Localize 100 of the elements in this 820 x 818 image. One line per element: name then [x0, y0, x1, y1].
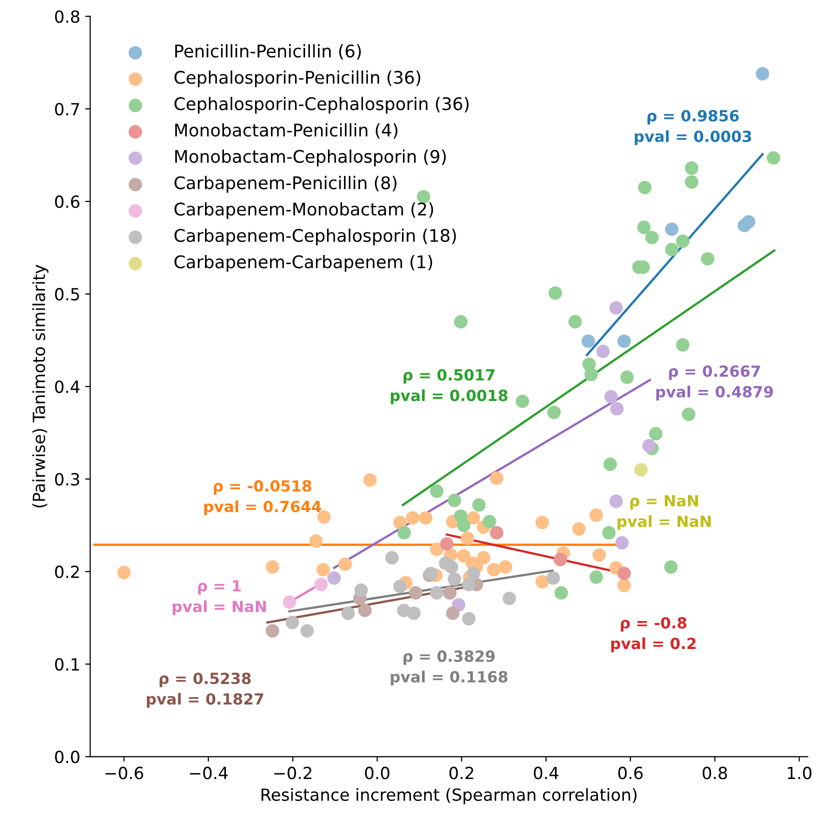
y-tick-label: 0.4 — [55, 380, 80, 394]
point — [443, 586, 457, 600]
point — [602, 526, 616, 540]
point — [385, 550, 399, 564]
point — [398, 526, 411, 540]
y-tick-label: 0.3 — [55, 473, 80, 486]
point — [742, 215, 756, 228]
point — [516, 394, 530, 408]
point — [637, 220, 651, 234]
point — [419, 511, 432, 525]
point — [338, 557, 352, 571]
point — [502, 592, 516, 606]
point — [466, 566, 480, 580]
point — [482, 514, 496, 528]
point — [536, 575, 549, 588]
point — [117, 566, 131, 580]
annotation: ρ = -0.8 pval = 0.2 — [611, 617, 696, 652]
point — [466, 511, 480, 525]
y-tick-label: 0.1 — [55, 658, 79, 671]
x-axis-title: Resistance increment (Spearman correlation) — [262, 788, 637, 804]
point — [547, 406, 561, 420]
x-tick-label: −0.6 — [105, 766, 144, 780]
point — [615, 536, 629, 550]
point — [592, 548, 606, 562]
x-tick-label: −0.4 — [190, 766, 228, 780]
x-tick-label: 0.4 — [534, 766, 558, 780]
point — [354, 583, 368, 597]
point — [665, 222, 679, 236]
legend-label: Carbapenem-Carbapenem (1) — [174, 254, 432, 272]
y-tick-label: 0.7 — [55, 102, 80, 116]
point — [462, 578, 476, 592]
y-tick-label: 0.2 — [55, 566, 79, 578]
point — [266, 624, 280, 638]
point — [554, 586, 568, 600]
point — [590, 570, 603, 584]
point — [638, 180, 652, 194]
point — [596, 344, 610, 358]
point — [645, 230, 659, 244]
point — [682, 408, 696, 421]
point — [766, 151, 780, 165]
x-tick-label: 0.2 — [449, 766, 474, 780]
point — [609, 301, 623, 315]
legend-label: Cephalosporin-Penicillin (36) — [174, 70, 420, 88]
point — [408, 586, 422, 600]
point — [358, 604, 372, 618]
annotation: ρ = 0.2667 pval = 0.4879 — [656, 365, 773, 400]
point — [617, 334, 631, 348]
point — [448, 572, 462, 586]
point — [617, 566, 631, 580]
point — [582, 334, 595, 348]
point — [407, 606, 421, 620]
point — [609, 494, 623, 508]
point — [457, 518, 470, 532]
point — [486, 563, 500, 576]
point — [266, 560, 280, 574]
point — [649, 426, 662, 440]
annotation: ρ = 1 pval = NaN — [172, 580, 266, 616]
point — [314, 578, 328, 592]
point — [548, 286, 562, 300]
x-tick-label: 0.8 — [702, 766, 727, 780]
point — [590, 508, 603, 522]
point — [700, 252, 714, 266]
point — [490, 471, 504, 485]
legend-label: Carbapenem-Penicillin (8) — [174, 176, 396, 193]
point — [460, 532, 474, 545]
point — [430, 484, 444, 498]
point — [462, 612, 476, 626]
point — [440, 537, 454, 551]
point — [568, 315, 582, 328]
point — [476, 550, 490, 564]
point — [490, 526, 504, 540]
annotation: ρ = 0.3829 pval = 0.1168 — [390, 650, 508, 686]
point — [572, 522, 586, 536]
point — [676, 234, 690, 248]
point — [676, 338, 690, 352]
y-axis-title: (Pairwise) Tanimoto similarity — [32, 264, 48, 508]
point — [316, 563, 330, 576]
point — [457, 549, 470, 563]
point — [498, 560, 512, 574]
x-tick-label: 0.0 — [365, 766, 390, 780]
point — [300, 624, 314, 638]
point — [665, 242, 679, 256]
point — [634, 463, 648, 476]
point — [684, 161, 698, 175]
annotation: ρ = NaN pval = NaN — [618, 495, 711, 530]
point — [454, 315, 468, 328]
point — [554, 552, 568, 566]
point — [430, 542, 444, 556]
point — [546, 571, 560, 585]
point — [363, 473, 377, 487]
x-tick-label: 0.6 — [618, 766, 643, 780]
y-tick-label: 0.0 — [55, 750, 80, 764]
point — [430, 586, 444, 600]
point — [448, 494, 462, 508]
annotation: ρ = -0.0518 pval = 0.7644 — [204, 480, 322, 516]
point — [472, 498, 486, 512]
point — [617, 578, 631, 592]
point — [620, 370, 634, 384]
annotation: ρ = 0.5017 pval = 0.0018 — [390, 369, 508, 404]
legend-label: Monobactam-Cephalosporin (9) — [175, 150, 446, 166]
